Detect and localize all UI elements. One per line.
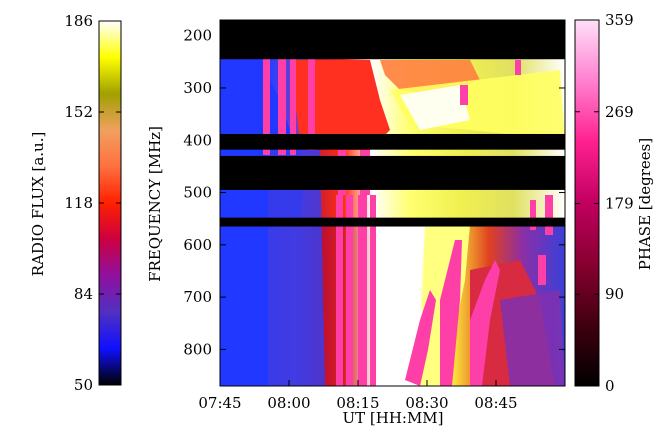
- left-colorbar-tick-label: 186: [64, 12, 93, 30]
- y-tick-label: 700: [183, 288, 212, 306]
- y-tick-label: 800: [183, 340, 212, 358]
- y-tick-label: 500: [183, 184, 212, 202]
- masked-band: [220, 155, 565, 190]
- right-colorbar-tick-label: 269: [605, 103, 634, 121]
- right-colorbar-tick-label: 179: [605, 195, 634, 213]
- left-colorbar-label: RADIO FLUX [a.u.]: [29, 132, 47, 277]
- right-colorbar-tick-label: 0: [605, 377, 615, 395]
- y-tick-label: 300: [183, 79, 212, 97]
- masked-band: [220, 133, 565, 150]
- left-colorbar-tick-label: 118: [64, 194, 93, 212]
- spectrogram-area: [220, 20, 565, 386]
- left-colorbar-ticks: 50 84 118 152 186: [64, 12, 121, 394]
- masked-band: [220, 20, 565, 60]
- y-tick-label: 600: [183, 236, 212, 254]
- x-tick-label: 08:15: [336, 394, 379, 412]
- y-tick-label: 200: [183, 27, 212, 45]
- left-colorbar-tick-label: 84: [74, 285, 93, 303]
- plot-frame: [219, 19, 566, 387]
- masked-bands: [220, 20, 565, 227]
- left-colorbar-tick-label: 152: [64, 103, 93, 121]
- x-tick-label: 08:45: [474, 394, 517, 412]
- masked-band: [220, 217, 565, 227]
- x-tick-label: 07:45: [198, 394, 241, 412]
- right-colorbar-tick-label: 90: [605, 285, 624, 303]
- right-colorbar-tick-label: 359: [605, 11, 634, 29]
- x-tick-label: 08:30: [405, 394, 448, 412]
- right-colorbar-label: PHASE [degrees]: [636, 138, 654, 270]
- y-axis-title: FREQUENCY [MHz]: [146, 126, 164, 282]
- right-colorbar: [574, 19, 600, 387]
- y-tick-label: 400: [183, 131, 212, 149]
- x-tick-label: 08:00: [267, 394, 310, 412]
- right-colorbar-ticks: 0 90 179 269 359: [575, 11, 634, 395]
- y-axis-ticks: 200 300 400 500 600 700 800: [183, 27, 565, 358]
- x-axis-title: UT [HH:MM]: [342, 409, 443, 427]
- x-axis-ticks: 07:45 08:00 08:15 08:30 08:45: [198, 20, 518, 412]
- left-colorbar-tick-label: 50: [74, 376, 93, 394]
